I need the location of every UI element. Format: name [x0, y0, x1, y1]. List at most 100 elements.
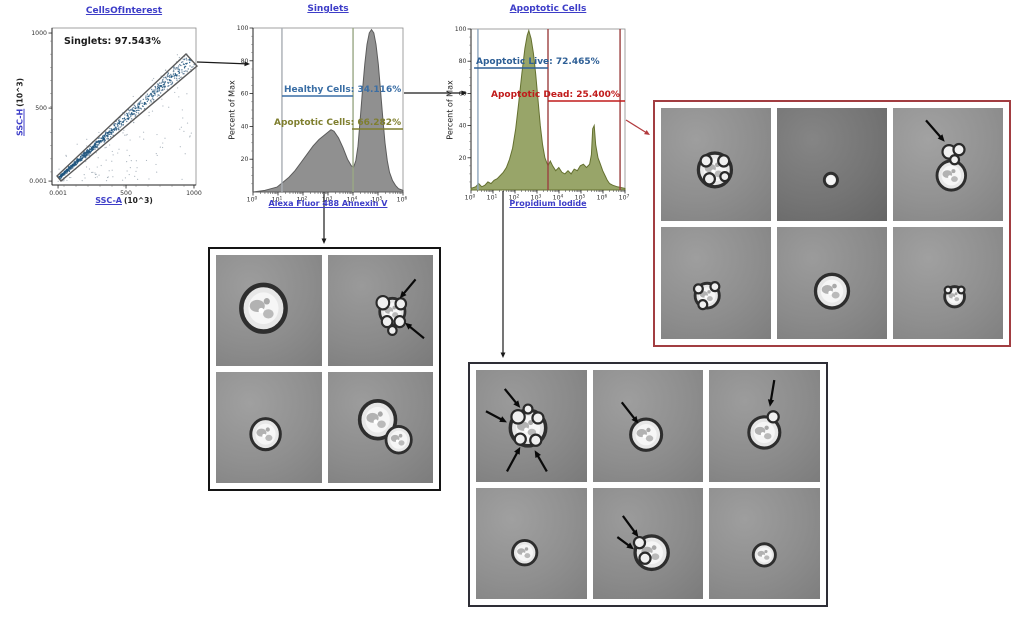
pointer-arrow	[621, 514, 639, 537]
pi-histogram-x-tick-label: 107	[619, 193, 630, 201]
apoptotic-live-micrograph-panel-micrograph-5	[592, 487, 704, 599]
annexin-histogram-y-tick-label: 20	[241, 156, 249, 163]
cell-image-drawing	[616, 514, 670, 571]
apoptotic-live-micrograph-panel-micrograph-6	[709, 487, 820, 599]
annexin-histogram-x-tick-label: 104	[347, 195, 358, 203]
pi-y-axis-label: Percent of Max	[445, 80, 455, 140]
pi-x-axis-label[interactable]: Propidium Iodide	[509, 199, 587, 208]
pi-histogram-x-tick-label: 101	[487, 193, 498, 201]
annexin-histogram-x-tick-label: 103	[322, 195, 333, 203]
pointer-arrow	[620, 401, 639, 424]
annexin-y-axis-label: Percent of Max	[227, 80, 237, 140]
cell-image-drawing	[357, 398, 413, 455]
pi-histogram-gate-label[interactable]: Apoptotic Dead: 25.400%	[491, 90, 620, 100]
connector-pi-histogram-to-apoptotic-live-panel	[500, 191, 506, 358]
pi-histogram-x-tick-label: 103	[531, 193, 542, 201]
pointer-arrow	[404, 322, 425, 340]
apoptotic-dead-micrograph-panel	[653, 100, 1011, 347]
scatter-x-axis-unit: (10^3)	[123, 196, 153, 205]
pi-histogram-x-tick-label: 102	[509, 193, 520, 201]
annexin-histogram-x-tick-label: 106	[397, 195, 408, 203]
connector-annexin-histogram-to-pi-histogram	[404, 90, 467, 96]
scatter-y-tick-label: 500	[35, 105, 47, 112]
pointer-arrow	[534, 450, 548, 473]
cell-image-drawing	[485, 388, 548, 473]
pi-histogram-y-tick-label: 80	[459, 58, 467, 65]
singlets-gate[interactable]	[56, 53, 199, 182]
scatter-y-tick-label: 0.001	[29, 178, 47, 185]
scatter-x-tick-label: 1000	[186, 190, 202, 197]
scatter-y-axis-label: SSC-H(10^3)	[16, 78, 25, 136]
annexin-histogram-gate-label[interactable]: Apoptotic Cells: 66.282%	[274, 118, 401, 128]
cell-image-drawing	[249, 417, 282, 452]
pi-histogram-gate-label[interactable]: Apoptotic Live: 72.465%	[476, 57, 600, 67]
pi-histogram-curve	[470, 28, 626, 191]
apoptotic-live-micrograph-panel-micrograph-4	[476, 487, 587, 599]
scatter-x-tick-label: 500	[120, 190, 132, 197]
cell-image-drawing	[692, 280, 721, 310]
apoptotic-dead-micrograph-panel-micrograph-3	[893, 108, 1003, 221]
pointer-arrow	[506, 446, 521, 472]
annexin-histogram-x-tick-label: 101	[272, 195, 283, 203]
apoptotic-dead-micrograph-panel-micrograph-4	[661, 226, 771, 339]
pi-histogram-x-tick-label: 105	[575, 193, 586, 201]
pi-histogram-y-tick-label: 100	[455, 26, 467, 33]
pi-histogram-x-tick-label: 106	[597, 193, 608, 201]
annexin-histogram-curve	[252, 28, 404, 193]
annexin-histogram-y-tick-label: 60	[241, 91, 249, 98]
annexin-histogram-title[interactable]: Singlets	[307, 4, 349, 14]
cell-image-drawing	[374, 278, 425, 340]
scatter-x-tick-label: 0.001	[49, 190, 67, 197]
singlets-micrograph-panel-micrograph-3	[216, 372, 322, 483]
singlets-micrograph-panel-micrograph-1	[216, 255, 322, 366]
scatter-y-axis-link[interactable]: SSC-H	[15, 108, 25, 137]
apoptotic-dead-micrograph-panel-grid	[661, 108, 1003, 339]
annexin-histogram-x-tick-label: 102	[297, 195, 308, 203]
connector-annexin-histogram-to-singlets-panel	[321, 192, 327, 244]
annexin-histogram-y-tick-label: 100	[237, 25, 249, 32]
cell-image-drawing	[620, 401, 663, 452]
cell-image-drawing	[747, 379, 782, 450]
singlets-micrograph-panel-micrograph-4	[327, 372, 433, 483]
pointer-arrow	[768, 379, 776, 407]
cell-image-drawing	[752, 541, 778, 567]
apoptotic-dead-micrograph-panel-micrograph-6	[893, 226, 1003, 339]
pointer-arrow	[399, 278, 416, 299]
scatter-x-axis-label: SSC-A (10^3)	[95, 196, 153, 205]
apoptotic-dead-micrograph-panel-micrograph-1	[661, 108, 771, 221]
annexin-histogram-y-tick-label: 80	[241, 58, 249, 65]
cell-image-drawing	[943, 284, 966, 308]
cell-image-drawing	[239, 282, 288, 334]
apoptotic-live-micrograph-panel-micrograph-2	[592, 370, 704, 482]
cells-of-interest-plot-frame	[51, 27, 197, 186]
annexin-histogram-x-tick-label: 100	[247, 195, 258, 203]
singlets-micrograph-panel	[208, 247, 441, 491]
annexin-histogram-gate-label[interactable]: Healthy Cells: 34.116%	[284, 85, 401, 95]
singlets-micrograph-panel-grid	[216, 255, 433, 483]
scatter-y-axis-unit: (10^3)	[15, 77, 25, 107]
pointer-arrow	[503, 388, 521, 408]
pi-histogram-title[interactable]: Apoptotic Cells	[509, 4, 587, 14]
cell-image-drawing	[696, 151, 734, 189]
apoptotic-dead-micrograph-panel-micrograph-2	[777, 108, 887, 221]
scatter-plot-title[interactable]: CellsOfInterest	[85, 6, 163, 16]
apoptotic-dead-micrograph-panel-micrograph-5	[777, 226, 887, 339]
pointer-arrow	[925, 119, 945, 142]
pi-histogram-x-tick-label: 104	[553, 193, 564, 201]
pi-histogram-y-tick-label: 20	[459, 155, 467, 162]
apoptotic-live-micrograph-panel	[468, 362, 828, 607]
scatter-x-axis-link[interactable]: SSC-A	[95, 196, 122, 205]
connector-pi-histogram-to-apoptotic-dead-panel	[625, 119, 650, 135]
cell-image-drawing	[511, 538, 539, 566]
singlets-micrograph-panel-micrograph-2	[327, 255, 433, 366]
apoptotic-live-micrograph-panel-micrograph-1	[476, 370, 587, 482]
annexin-x-axis-label[interactable]: Alexa Fluor 488 Annexin V	[268, 199, 388, 208]
apoptotic-live-micrograph-panel-micrograph-3	[709, 370, 820, 482]
cell-image-drawing	[813, 272, 851, 310]
cell-image-drawing	[822, 171, 839, 189]
scatter-y-tick-label: 1000	[31, 30, 47, 37]
apoptotic-live-micrograph-panel-grid	[476, 370, 820, 599]
singlets-gate-label[interactable]: Singlets: 97.543%	[64, 36, 161, 47]
